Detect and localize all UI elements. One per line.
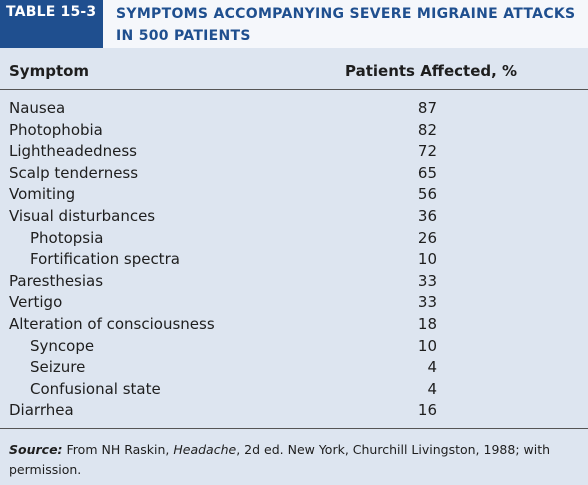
table-row: Scalp tenderness 65	[0, 163, 588, 185]
symptom-label: Seizure	[30, 358, 86, 377]
source-note: Source: From NH Raskin, Headache, 2d ed.…	[9, 440, 579, 480]
table-row: Vomiting 56	[0, 184, 588, 206]
patients-affected-value: 72	[417, 142, 437, 161]
column-header-patients-affected: Patients Affected, %	[345, 62, 518, 80]
symptom-label: Lightheadedness	[9, 142, 137, 161]
table-row: Vertigo 33	[0, 292, 588, 314]
table-number-tag: TABLE 15-3	[0, 0, 103, 48]
table-title: SYMPTOMS ACCOMPANYING SEVERE MIGRAINE AT…	[116, 3, 576, 47]
table-title-line-1: SYMPTOMS ACCOMPANYING SEVERE MIGRAINE AT…	[116, 6, 576, 22]
patients-affected-value: 33	[417, 271, 437, 290]
source-text-after: , 2d ed. New York, Churchill Livingston,…	[9, 442, 551, 477]
symptom-label: Confusional state	[30, 379, 161, 398]
symptom-label: Photopsia	[30, 228, 104, 247]
symptom-label: Paresthesias	[9, 271, 104, 290]
symptom-label: Visual disturbances	[9, 206, 156, 225]
patients-affected-value: 16	[417, 401, 437, 420]
header-divider	[0, 89, 588, 90]
symptom-label: Nausea	[9, 99, 66, 117]
symptom-label: Scalp tenderness	[9, 163, 139, 182]
table-row: Lightheadedness 72	[0, 141, 588, 163]
patients-affected-value: 36	[417, 206, 437, 225]
patients-affected-value: 56	[417, 185, 437, 204]
patients-affected-value: 18	[417, 314, 437, 333]
patients-affected-value: 4	[427, 379, 437, 398]
column-header-symptom: Symptom	[9, 62, 90, 80]
table-row: Photophobia 82	[0, 120, 588, 142]
table-row: Confusional state 4	[0, 379, 588, 401]
patients-affected-value: 87	[417, 99, 437, 117]
table-row: Seizure 4	[0, 357, 588, 379]
symptom-label: Vertigo	[9, 293, 63, 312]
symptom-label: Vomiting	[9, 185, 76, 204]
symptom-label: Alteration of consciousness	[9, 314, 215, 333]
source-text-before: From NH Raskin,	[66, 442, 170, 457]
patients-affected-value: 82	[417, 120, 437, 139]
source-label: Source:	[9, 442, 63, 457]
source-book-title: Headache	[173, 442, 237, 457]
table-row: Alteration of consciousness 18	[0, 314, 588, 336]
table-row: Fortification spectra 10	[0, 249, 588, 271]
table-title-line-2: IN 500 PATIENTS	[116, 28, 251, 44]
table-row: Diarrhea 16	[0, 400, 588, 422]
table-row: Syncope 10	[0, 336, 588, 358]
symptom-list: Nausea 87 Photophobia 82 Lightheadedness 72 Sc…	[0, 98, 588, 422]
symptom-label: Syncope	[30, 336, 95, 355]
patients-affected-value: 26	[417, 228, 437, 247]
patients-affected-value: 10	[417, 336, 437, 355]
footer-divider	[0, 428, 588, 429]
patients-affected-value: 10	[417, 250, 437, 269]
table-row: Photopsia 26	[0, 228, 588, 250]
patients-affected-value: 4	[427, 358, 437, 377]
symptom-label: Photophobia	[9, 120, 103, 139]
symptom-label: Diarrhea	[9, 401, 74, 420]
symptom-label: Fortification spectra	[30, 250, 180, 269]
table-row: Nausea 87	[0, 98, 588, 120]
table-row: Paresthesias 33	[0, 271, 588, 293]
table-row: Visual disturbances 36	[0, 206, 588, 228]
patients-affected-value: 65	[417, 163, 437, 182]
table-header: TABLE 15-3 SYMPTOMS ACCOMPANYING SEVERE …	[0, 0, 588, 48]
patients-affected-value: 33	[417, 293, 437, 312]
